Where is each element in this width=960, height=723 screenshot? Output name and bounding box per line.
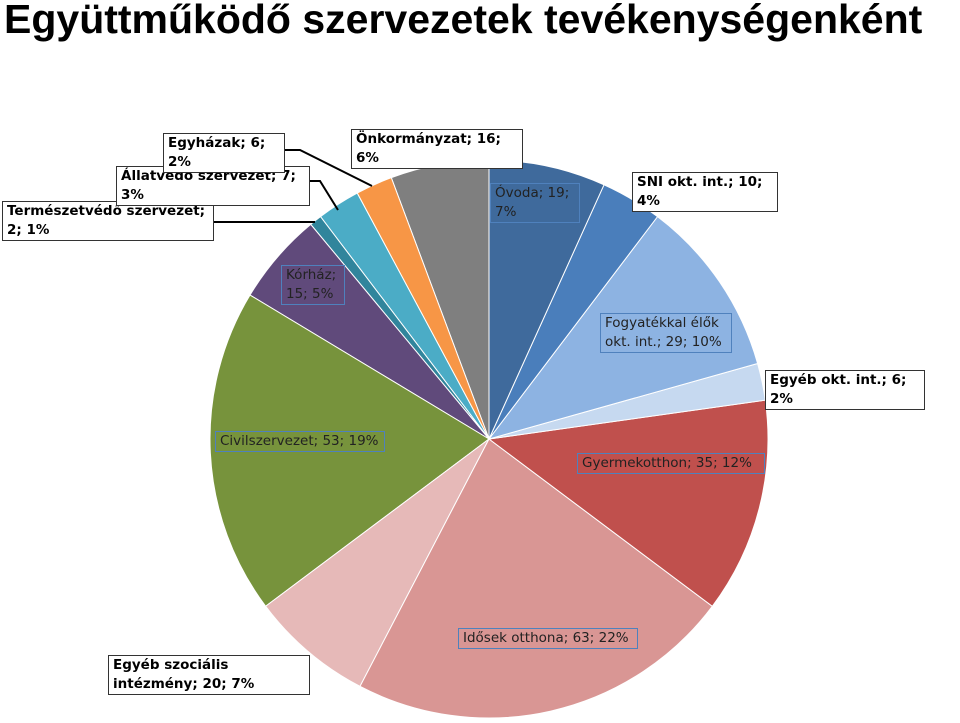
data-label: Egyéb okt. int.; 6; 2% [765,370,925,410]
pie-slice [209,294,490,607]
data-label: Egyházak; 6; 2% [163,133,285,173]
chart-title: Együttműködő szervezetek tevékenységenké… [4,0,923,42]
data-label: Kórház; 15; 5% [281,265,345,305]
pie-slice [487,215,759,440]
data-label: Óvoda; 19; 7% [490,183,580,223]
data-label: Idősek otthona; 63; 22% [458,628,638,649]
data-label: Fogyatékkal élők okt. int.; 29; 10% [600,313,732,353]
pie-slice [264,438,490,688]
leader-line [283,149,373,187]
data-label: Gyermekotthon; 35; 12% [577,453,765,474]
leader-line [308,180,339,211]
leader-lines [212,149,373,223]
pie-slice [487,399,769,607]
data-label: Civilszervezet; 53; 19% [215,431,385,452]
data-label: SNI okt. int.; 10; 4% [632,172,778,212]
data-label: Önkormányzat; 16; 6% [351,129,523,169]
data-label: Egyéb szociális intézmény; 20; 7% [108,655,310,695]
data-label: Természetvédő szervezet; 2; 1% [2,201,214,241]
